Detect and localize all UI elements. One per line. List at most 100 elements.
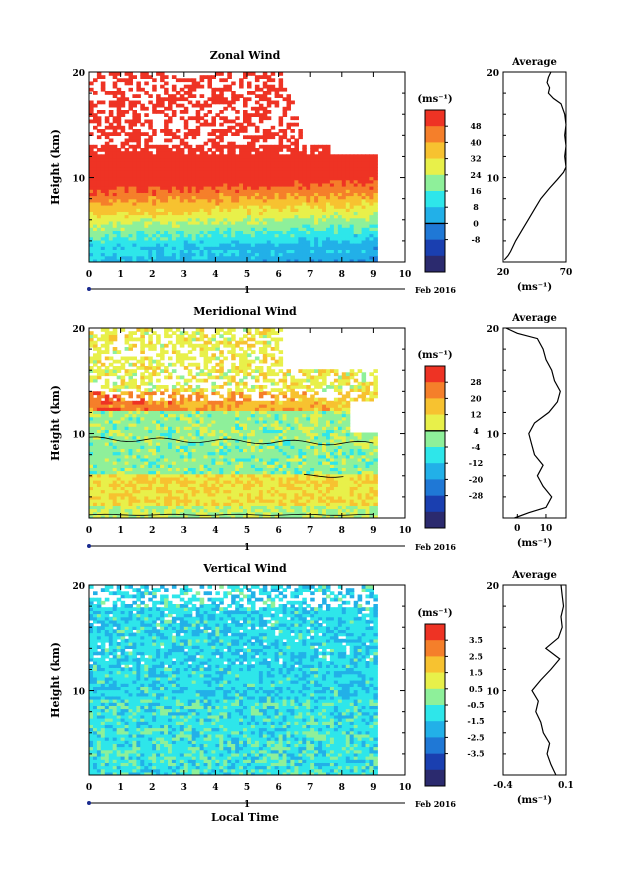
heatmap-cell bbox=[294, 198, 299, 203]
heatmap-cell bbox=[337, 230, 343, 235]
heatmap-cell bbox=[116, 113, 122, 117]
heatmap-cell bbox=[132, 224, 137, 228]
heatmap-cell bbox=[326, 230, 331, 235]
heatmap-cell bbox=[164, 331, 169, 335]
heatmap-cell bbox=[266, 148, 272, 152]
heatmap-cell bbox=[175, 157, 181, 162]
heatmap-cell bbox=[262, 249, 268, 254]
heatmap-cell bbox=[203, 451, 209, 456]
heatmap-cell bbox=[219, 499, 224, 503]
heatmap-cell bbox=[187, 442, 193, 446]
heatmap-cell bbox=[132, 511, 137, 516]
heatmap-cell bbox=[310, 186, 315, 190]
heatmap-cell bbox=[243, 176, 248, 181]
heatmap-cell bbox=[223, 170, 228, 174]
heatmap-cell bbox=[164, 473, 169, 478]
heatmap-cell bbox=[333, 189, 339, 193]
heatmap-cell bbox=[144, 192, 149, 197]
heatmap-cell bbox=[140, 362, 145, 367]
heatmap-cell bbox=[100, 467, 106, 472]
heatmap-cell bbox=[254, 227, 260, 231]
heatmap-cell bbox=[302, 220, 307, 225]
heatmap-cell bbox=[108, 473, 114, 478]
heatmap-cell bbox=[116, 413, 122, 418]
heatmap-cell bbox=[144, 343, 149, 348]
heatmap-cell bbox=[223, 435, 228, 440]
heatmap-cell bbox=[191, 167, 197, 171]
heatmap-cell bbox=[108, 489, 114, 494]
heatmap-cell bbox=[96, 230, 102, 235]
heatmap-cell bbox=[124, 461, 130, 465]
heatmap-cell bbox=[175, 239, 181, 244]
heatmap-cell bbox=[191, 129, 197, 133]
heatmap-cell bbox=[235, 154, 240, 159]
heatmap-cell bbox=[318, 224, 323, 228]
heatmap-cell bbox=[132, 227, 137, 231]
heatmap-cell bbox=[191, 343, 197, 348]
heatmap-cell bbox=[171, 397, 177, 402]
heatmap-cell bbox=[116, 435, 122, 440]
heatmap-cell bbox=[326, 189, 331, 193]
heatmap-cell bbox=[278, 170, 284, 174]
heatmap-cell bbox=[322, 252, 327, 257]
heatmap-cell bbox=[100, 480, 106, 484]
heatmap-cell bbox=[171, 495, 177, 500]
heatmap-cell bbox=[219, 233, 224, 238]
heatmap-cell bbox=[112, 423, 118, 427]
heatmap-cell bbox=[148, 514, 153, 518]
heatmap-cell bbox=[148, 182, 153, 187]
heatmap-cell bbox=[294, 258, 299, 262]
heatmap-cell bbox=[183, 233, 189, 238]
heatmap-cell bbox=[179, 224, 185, 228]
heatmap-cell bbox=[132, 432, 137, 437]
heatmap-cell bbox=[171, 208, 177, 212]
heatmap-cell bbox=[89, 173, 94, 178]
heatmap-cell bbox=[128, 429, 133, 434]
heatmap-cell bbox=[183, 135, 189, 140]
heatmap-cell bbox=[191, 103, 197, 108]
heatmap-cell bbox=[112, 192, 118, 197]
heatmap-cell bbox=[116, 195, 122, 200]
heatmap-cell bbox=[207, 233, 212, 238]
heatmap-cell bbox=[104, 480, 110, 484]
heatmap-cell bbox=[353, 230, 359, 235]
heatmap-cell bbox=[191, 451, 197, 456]
heatmap-cell bbox=[187, 394, 193, 399]
heatmap-cell bbox=[112, 413, 118, 418]
heatmap-cell bbox=[156, 353, 161, 358]
heatmap-cell bbox=[100, 81, 106, 86]
heatmap-cell bbox=[124, 495, 130, 500]
heatmap-cell bbox=[302, 195, 307, 200]
heatmap-cell bbox=[191, 438, 197, 443]
heatmap-cell bbox=[116, 454, 122, 459]
heatmap-cell bbox=[100, 423, 106, 427]
heatmap-cell bbox=[243, 224, 248, 228]
heatmap-cell bbox=[160, 419, 165, 424]
heatmap-cell bbox=[179, 473, 185, 478]
heatmap-cell bbox=[136, 385, 141, 389]
heatmap-cell bbox=[108, 252, 114, 257]
heatmap-cell bbox=[104, 189, 110, 193]
heatmap-cell bbox=[124, 442, 130, 446]
heatmap-cell bbox=[306, 243, 311, 247]
heatmap-cell bbox=[231, 233, 236, 238]
heatmap-cell bbox=[306, 189, 311, 193]
heatmap-cell bbox=[195, 148, 201, 152]
heatmap-cell bbox=[349, 243, 355, 247]
heatmap-cell bbox=[195, 125, 201, 130]
heatmap-cell bbox=[104, 205, 110, 209]
heatmap-cell bbox=[156, 429, 161, 434]
heatmap-cell bbox=[329, 255, 335, 260]
heatmap-cell bbox=[211, 224, 216, 228]
heatmap-cell bbox=[128, 423, 133, 427]
heatmap-cell bbox=[179, 227, 185, 231]
heatmap-cell bbox=[203, 372, 209, 377]
heatmap-cell bbox=[128, 135, 133, 140]
heatmap-cell bbox=[136, 461, 141, 465]
heatmap-cell bbox=[128, 457, 133, 462]
heatmap-cell bbox=[152, 179, 157, 184]
heatmap-cell bbox=[199, 122, 205, 127]
heatmap-cell bbox=[128, 508, 133, 513]
heatmap-cell bbox=[168, 148, 173, 152]
heatmap-cell bbox=[211, 375, 216, 380]
